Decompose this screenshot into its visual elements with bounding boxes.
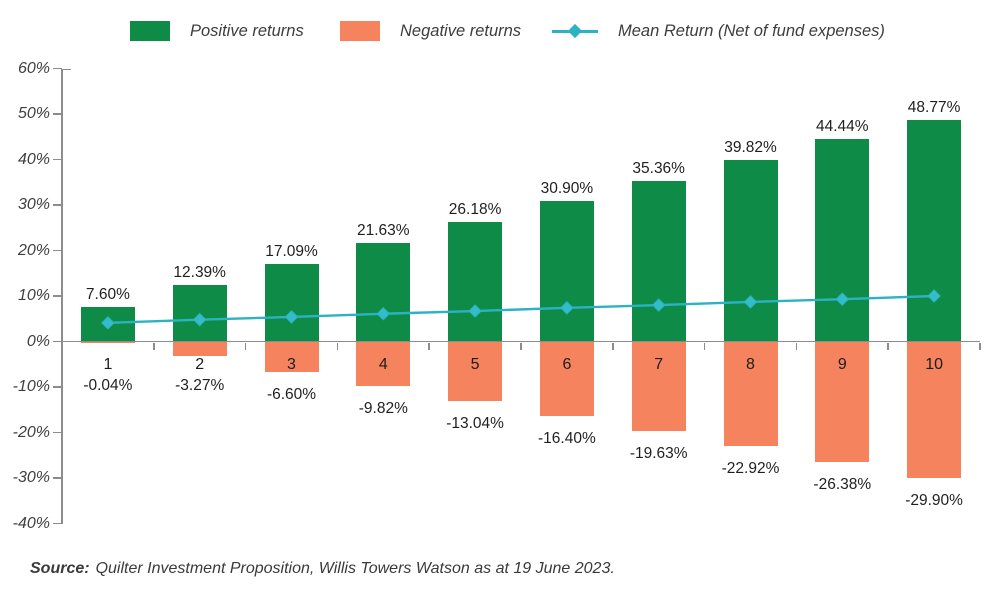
legend-item-positive-returns: Positive returns: [130, 17, 304, 45]
positive-value-label: 26.18%: [448, 201, 502, 219]
negative-bar: [448, 341, 503, 401]
source-label: Source:: [30, 560, 90, 577]
negative-value-label: -3.27%: [175, 376, 225, 394]
legend-label: Mean Return (Net of fund expenses): [618, 21, 885, 40]
legend-label: Negative returns: [400, 21, 522, 40]
positive-value-label: 12.39%: [173, 264, 226, 282]
category-label: 2: [195, 356, 205, 373]
positive-returns-swatch-icon: [130, 21, 170, 41]
negative-bar: [172, 341, 227, 357]
positive-value-label: 7.60%: [85, 285, 130, 303]
x-axis-tick: [887, 342, 889, 350]
y-axis-tick: [53, 113, 62, 115]
x-axis-tick: [520, 342, 522, 350]
positive-bar: [448, 222, 503, 342]
y-axis-tick-label: 30%: [17, 196, 50, 213]
positive-value-label: 39.82%: [724, 139, 777, 157]
legend-item-mean-return: Mean Return (Net of fund expenses): [552, 17, 885, 45]
y-axis-tick: [53, 249, 62, 252]
positive-value-label: 35.36%: [632, 159, 685, 177]
y-axis-tick: [53, 522, 62, 525]
x-axis-tick: [979, 342, 981, 350]
positive-value-label: 17.09%: [265, 242, 318, 260]
positive-bar: [356, 243, 411, 342]
positive-value-label: 30.90%: [540, 179, 594, 197]
positive-bar: [264, 263, 319, 342]
x-axis-tick: [795, 342, 798, 350]
y-axis-tick-label: 60%: [17, 59, 50, 77]
negative-bar: [723, 341, 778, 446]
negative-returns-swatch-icon: [340, 21, 380, 41]
y-axis-tick-label: 10%: [17, 287, 50, 304]
category-label: 1: [103, 356, 113, 373]
mean-return-line-marker-icon: [552, 20, 598, 42]
x-axis-tick: [703, 342, 706, 350]
negative-value-label: -13.04%: [446, 414, 504, 432]
x-axis-tick: [428, 342, 430, 350]
y-axis-tick-label: -10%: [12, 378, 50, 395]
y-axis-tick: [53, 431, 62, 434]
mean-return-polyline: [107, 294, 935, 325]
negative-value-label: -0.04%: [83, 376, 133, 394]
y-axis-tick-label: 50%: [17, 105, 50, 122]
negative-value-label: -19.63%: [629, 444, 688, 462]
negative-bar: [356, 341, 411, 387]
x-axis-tick: [612, 342, 614, 350]
negative-value-label: -6.60%: [266, 385, 317, 403]
positive-bar: [80, 306, 135, 342]
category-label: 9: [837, 356, 847, 373]
category-label: 7: [654, 356, 664, 373]
negative-value-label: -26.38%: [813, 475, 872, 493]
source-note: Source: Quilter Investment Proposition, W…: [30, 560, 615, 578]
category-label: 4: [378, 356, 388, 373]
negative-value-label: -9.82%: [358, 400, 408, 418]
x-axis-tick: [153, 342, 155, 350]
y-axis-tick: [53, 340, 62, 343]
legend-item-negative-returns: Negative returns: [340, 17, 521, 45]
negative-bar: [539, 341, 594, 417]
y-axis-tick-label: 20%: [17, 241, 50, 259]
negative-value-label: -16.40%: [538, 430, 596, 448]
negative-bar: [815, 341, 870, 462]
positive-bar: [172, 285, 227, 342]
positive-value-label: 44.44%: [816, 118, 869, 136]
y-axis-tick-label: 0%: [26, 332, 50, 350]
x-axis-tick: [244, 342, 247, 350]
y-axis-tick-label: -40%: [12, 514, 50, 532]
legend-label: Positive returns: [190, 21, 304, 40]
y-axis-tick-label: -20%: [12, 423, 50, 441]
category-label: 6: [562, 356, 572, 373]
positive-value-label: 21.63%: [357, 222, 410, 240]
negative-bar: [264, 341, 319, 372]
positive-bar: [631, 180, 686, 342]
y-axis-tick-label: 40%: [17, 150, 50, 168]
negative-bar: [907, 341, 962, 478]
x-axis-tick: [336, 342, 339, 350]
y-axis-tick-label: -30%: [12, 469, 50, 486]
positive-bar: [539, 200, 594, 342]
negative-value-label: -22.92%: [721, 459, 780, 477]
x-axis-line: [62, 340, 980, 343]
negative-value-label: -29.90%: [905, 491, 963, 509]
positive-bar: [907, 119, 962, 342]
category-label: 10: [925, 356, 943, 373]
y-axis-tick: [53, 67, 62, 70]
y-axis-top-cap: [62, 68, 71, 71]
positive-value-label: 48.77%: [907, 98, 961, 116]
positive-bar: [723, 160, 778, 342]
category-label: 5: [470, 356, 480, 373]
positive-bar: [815, 139, 870, 342]
category-label: 8: [746, 356, 755, 373]
category-label: 3: [287, 356, 296, 373]
y-axis-tick: [53, 477, 62, 479]
negative-bar: [631, 341, 686, 431]
source-text: Quilter Investment Proposition, Willis T…: [95, 560, 615, 577]
y-axis-tick: [53, 204, 62, 206]
y-axis-line: [61, 68, 63, 524]
y-axis-tick: [53, 295, 62, 297]
y-axis-tick: [53, 158, 62, 161]
y-axis-tick: [53, 386, 62, 388]
